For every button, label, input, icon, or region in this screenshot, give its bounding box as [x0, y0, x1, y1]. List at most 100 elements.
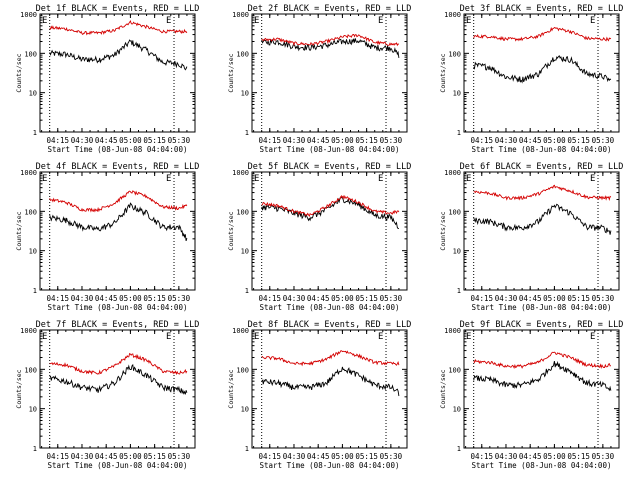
marker-e-left: E: [42, 16, 47, 26]
y-tick-label: 100: [24, 50, 37, 58]
x-tick-label: 05:30: [592, 452, 615, 461]
plot-frame: [251, 329, 408, 449]
panel-det-5f: Det 5f BLACK = Events, RED = LLD 1 10 100 10…: [227, 162, 411, 312]
y-axis-label: Counts/sec: [15, 369, 23, 408]
y-axis-label: Counts/sec: [439, 369, 447, 408]
x-tick-label: 04:30: [283, 294, 306, 303]
y-axis-label: Counts/sec: [15, 211, 23, 250]
y-tick-label: 10: [241, 406, 249, 414]
x-tick-label: 04:45: [307, 136, 330, 145]
plot-frame: [39, 171, 196, 291]
x-axis-label: Start Time (08-Jun-08 04:04:00): [472, 303, 612, 312]
x-tick-label: 05:00: [543, 136, 566, 145]
x-tick-label: 04:45: [95, 294, 118, 303]
panel-title: Det 5f BLACK = Events, RED = LLD: [248, 162, 412, 172]
panel-title: Det 2f BLACK = Events, RED = LLD: [248, 4, 412, 14]
x-tick-label: 05:15: [355, 294, 378, 303]
x-tick-label: 04:30: [71, 452, 94, 461]
marker-e-right: E: [590, 16, 595, 26]
x-tick-label: 05:30: [380, 452, 403, 461]
y-tick-label: 1: [245, 445, 249, 453]
y-tick-label: 100: [236, 208, 249, 216]
x-tick-label: 04:15: [258, 136, 281, 145]
y-tick-label: 1000: [232, 169, 249, 177]
y-tick-label: 100: [24, 208, 37, 216]
panel-det-9f: Det 9f BLACK = Events, RED = LLD 1 10 100 10…: [439, 320, 623, 470]
plot-frame: [39, 13, 196, 133]
x-tick-label: 04:45: [95, 452, 118, 461]
y-tick-label: 10: [29, 90, 37, 98]
panel-title: Det 3f BLACK = Events, RED = LLD: [460, 4, 624, 14]
x-tick-label: 04:30: [283, 136, 306, 145]
marker-e-right: E: [378, 332, 383, 342]
x-tick-label: 04:15: [46, 136, 69, 145]
y-axis-label: Counts/sec: [227, 53, 235, 92]
panel-det-2f: Det 2f BLACK = Events, RED = LLD 1 10 100 10…: [227, 4, 411, 154]
y-tick-label: 1000: [20, 11, 37, 19]
x-tick-label: 04:30: [283, 452, 306, 461]
y-tick-label: 1: [245, 287, 249, 295]
x-tick-label: 04:15: [46, 452, 69, 461]
y-tick-label: 1: [33, 129, 37, 137]
x-tick-label: 05:30: [168, 136, 191, 145]
y-tick-label: 1: [457, 287, 461, 295]
plot-frame: [251, 171, 408, 291]
plot-frame: [463, 13, 620, 133]
x-tick-label: 05:15: [567, 452, 590, 461]
x-tick-label: 05:00: [119, 136, 142, 145]
lld-series-line: [473, 26, 612, 42]
y-tick-label: 1: [245, 129, 249, 137]
marker-e-right: E: [166, 174, 171, 184]
y-tick-label: 10: [453, 248, 461, 256]
x-tick-label: 04:15: [470, 452, 493, 461]
x-tick-label: 05:00: [119, 294, 142, 303]
y-tick-label: 1000: [444, 327, 461, 335]
lld-series-line: [473, 184, 612, 201]
x-tick-label: 05:00: [543, 294, 566, 303]
panel-title: Det 7f BLACK = Events, RED = LLD: [36, 320, 200, 330]
x-axis-label: Start Time (08-Jun-08 04:04:00): [472, 461, 612, 470]
lld-series-line: [261, 350, 400, 367]
plot-frame: [39, 329, 196, 449]
events-series-line: [261, 196, 399, 230]
x-axis-label: Start Time (08-Jun-08 04:04:00): [260, 145, 400, 154]
marker-e-right: E: [590, 174, 595, 184]
x-tick-label: 04:45: [519, 294, 542, 303]
y-tick-label: 100: [448, 50, 461, 58]
x-tick-label: 04:30: [71, 136, 94, 145]
x-tick-label: 05:00: [543, 452, 566, 461]
y-axis-label: Counts/sec: [227, 369, 235, 408]
panel-det-7f: Det 7f BLACK = Events, RED = LLD 1 10 100 10…: [15, 320, 199, 470]
y-tick-label: 1000: [20, 327, 37, 335]
x-tick-label: 04:15: [46, 294, 69, 303]
y-tick-label: 1: [33, 445, 37, 453]
x-tick-label: 05:00: [119, 452, 142, 461]
x-tick-label: 05:30: [592, 136, 615, 145]
x-tick-label: 04:30: [495, 452, 518, 461]
panel-det-8f: Det 8f BLACK = Events, RED = LLD 1 10 100 10…: [227, 320, 411, 470]
x-axis-label: Start Time (08-Jun-08 04:04:00): [260, 461, 400, 470]
x-tick-label: 04:15: [258, 294, 281, 303]
marker-e-right: E: [378, 16, 383, 26]
x-tick-label: 05:15: [355, 452, 378, 461]
lld-series-line: [49, 190, 188, 213]
marker-e-left: E: [254, 174, 259, 184]
lld-series-line: [261, 194, 400, 217]
x-axis-label: Start Time (08-Jun-08 04:04:00): [48, 145, 188, 154]
y-tick-label: 1000: [444, 11, 461, 19]
panel-det-3f: Det 3f BLACK = Events, RED = LLD 1 10 100 10…: [439, 4, 623, 154]
marker-e-right: E: [590, 332, 595, 342]
y-tick-label: 100: [24, 366, 37, 374]
events-series-line: [473, 203, 612, 235]
x-tick-label: 05:00: [331, 294, 354, 303]
y-tick-label: 1000: [20, 169, 37, 177]
x-axis-label: Start Time (08-Jun-08 04:04:00): [472, 145, 612, 154]
x-tick-label: 04:30: [71, 294, 94, 303]
lld-series-line: [49, 352, 188, 376]
x-tick-label: 04:45: [95, 136, 118, 145]
x-tick-label: 05:15: [355, 136, 378, 145]
y-tick-label: 10: [29, 406, 37, 414]
lld-series-line: [49, 19, 188, 36]
marker-e-left: E: [42, 332, 47, 342]
